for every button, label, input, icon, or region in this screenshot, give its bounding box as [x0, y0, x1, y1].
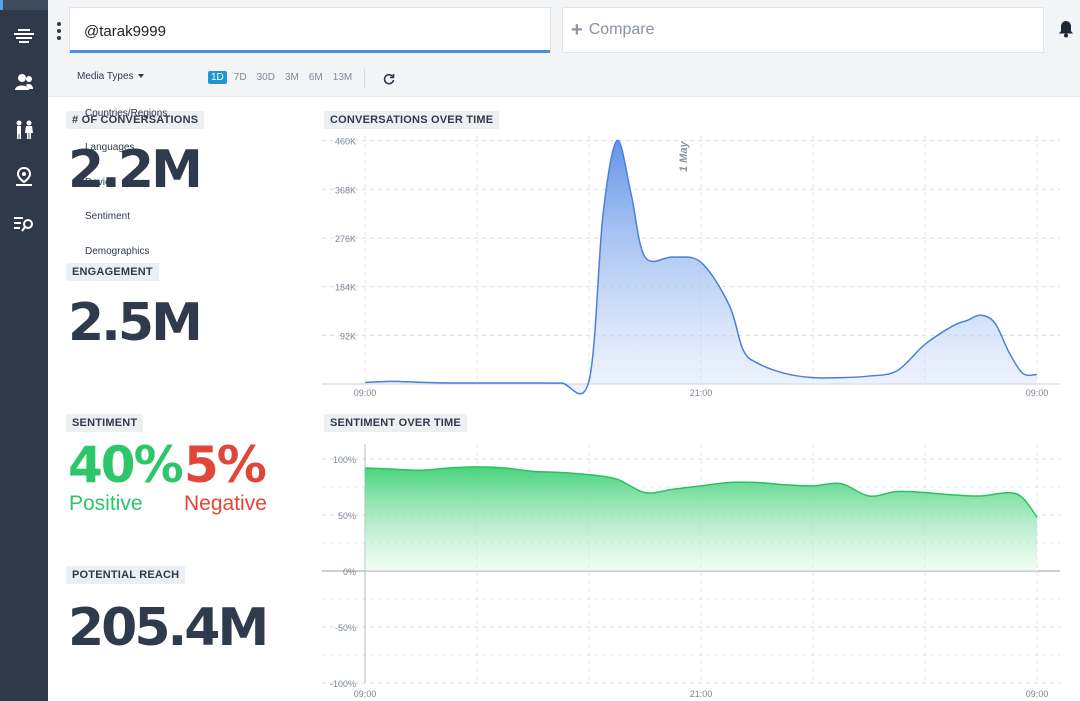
- reach-value: 205.4M: [68, 598, 269, 658]
- menu-item-device[interactable]: Device: [85, 177, 116, 188]
- reach-label: POTENTIAL REACH: [66, 566, 186, 584]
- range-3m[interactable]: 3M: [284, 72, 299, 83]
- audience-icon[interactable]: [0, 67, 48, 97]
- positive-value: 40%: [68, 436, 184, 494]
- search-box[interactable]: [69, 7, 551, 53]
- brand-logo-icon[interactable]: [0, 21, 48, 51]
- range-6m[interactable]: 6M: [308, 72, 323, 83]
- y-tick-label: 0%: [343, 567, 356, 577]
- search-list-icon[interactable]: [0, 209, 48, 239]
- divider: [364, 68, 365, 88]
- sentiment-chart: -100% -50% 0% 50% 100% 09:00 21:00 09:00: [322, 444, 1060, 699]
- x-tick-label: 21:00: [690, 689, 713, 699]
- time-range-selector: 1D 7D 30D 3M 6M 13M: [208, 71, 355, 84]
- range-7d[interactable]: 7D: [233, 72, 247, 83]
- plus-icon: +: [571, 19, 583, 41]
- y-tick-label: 460K: [335, 137, 356, 147]
- range-30d[interactable]: 30D: [256, 72, 275, 83]
- x-tick-label: 09:00: [1026, 689, 1049, 699]
- sentiment-area: [365, 466, 1037, 571]
- y-tick-label: 50%: [338, 511, 356, 521]
- negative-label: Negative: [184, 492, 267, 515]
- sidebar: [0, 0, 48, 701]
- x-tick-label: 09:00: [1026, 388, 1049, 398]
- negative-value: 5%: [184, 436, 267, 494]
- menu-item-countries[interactable]: Countries/Regions: [85, 108, 168, 119]
- menu-item-demographics[interactable]: Demographics: [85, 246, 150, 257]
- y-tick-label: 368K: [335, 185, 356, 195]
- y-tick-label: -100%: [330, 679, 356, 689]
- range-13m[interactable]: 13M: [332, 72, 353, 83]
- x-tick-label: 09:00: [354, 388, 377, 398]
- conversations-line: [364, 139, 1038, 395]
- x-tick-label: 09:00: [354, 689, 377, 699]
- caret-down-icon: [137, 74, 144, 79]
- compare-label: Compare: [588, 21, 655, 38]
- people-icon[interactable]: [0, 115, 48, 145]
- sidebar-top: [0, 0, 48, 10]
- search-input[interactable]: [82, 18, 526, 44]
- conversations-value: 2.2M: [68, 140, 203, 200]
- conversations-area: [365, 140, 1037, 394]
- sentiment-label: SENTIMENT: [66, 414, 144, 432]
- engagement-value: 2.5M: [68, 293, 203, 353]
- y-tick-label: 276K: [335, 234, 356, 244]
- x-tick-label: 21:00: [690, 388, 713, 398]
- location-icon[interactable]: [0, 162, 48, 192]
- compare-button[interactable]: + Compare: [562, 7, 1044, 53]
- engagement-label: ENGAGEMENT: [66, 263, 159, 281]
- filter-bar: [48, 60, 1080, 97]
- y-tick-label: 92K: [340, 331, 356, 341]
- refresh-icon[interactable]: [383, 72, 395, 85]
- media-types-dropdown[interactable]: Media Types: [77, 71, 144, 82]
- sidebar-accent: [0, 0, 3, 10]
- search-underline: [70, 50, 550, 53]
- menu-item-sentiment[interactable]: Sentiment: [85, 211, 131, 222]
- bell-icon[interactable]: [1058, 20, 1076, 40]
- conversations-chart: 92K 184K 276K 368K 460K 09:00 21:00 09:00 1 May: [322, 136, 1060, 398]
- conversations-label: # OF CONVERSATIONS: [66, 111, 205, 129]
- sentiment-line: [364, 466, 1038, 518]
- more-options-icon[interactable]: [56, 22, 62, 40]
- menu-item-languages[interactable]: Languages: [85, 142, 135, 153]
- y-tick-label: 100%: [333, 455, 356, 465]
- y-tick-label: -50%: [335, 623, 356, 633]
- date-annotation: 1 May: [678, 141, 690, 172]
- y-tick-label: 184K: [335, 283, 356, 293]
- conversations-chart-title: CONVERSATIONS OVER TIME: [324, 111, 500, 129]
- media-types-label: Media Types: [77, 71, 134, 82]
- sentiment-chart-title: SENTIMENT OVER TIME: [324, 414, 467, 432]
- range-1d[interactable]: 1D: [208, 71, 227, 84]
- positive-label: Positive: [69, 492, 143, 515]
